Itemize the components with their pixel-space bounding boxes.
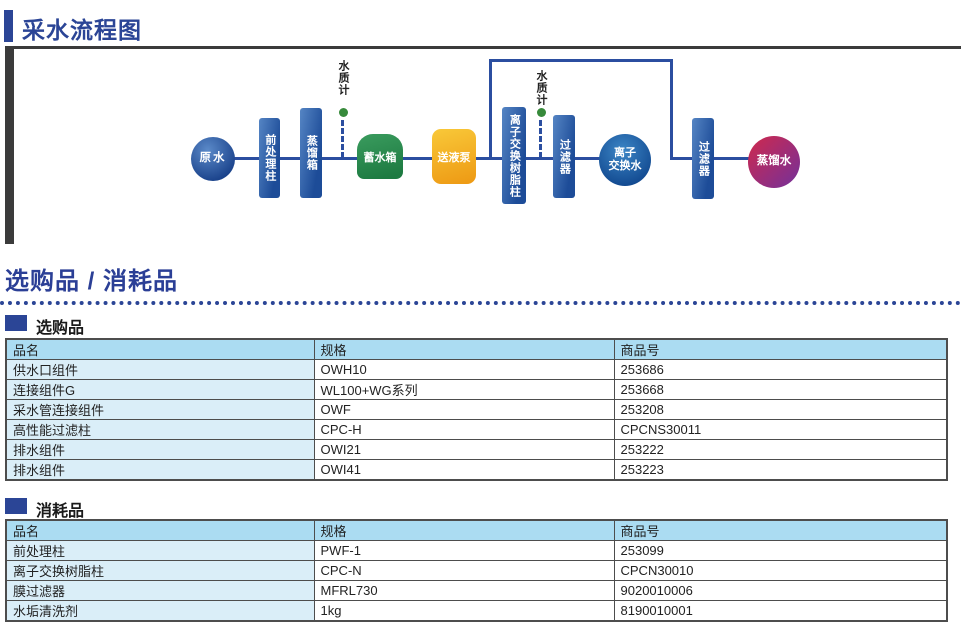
col-header-name: 品名 [5,519,315,541]
table-row: 连接组件G WL100+WG系列 253668 [5,379,948,400]
water-quality-meter-dot-2 [537,108,546,117]
dotted-divider [0,301,961,305]
cell-name: 水垢清洗剂 [5,600,315,622]
node-ion-exchange-resin-column: 离子交换树脂柱 [502,107,526,204]
col-header-name: 品名 [5,338,315,360]
water-quality-meter-dot-1 [339,108,348,117]
water-quality-meter-label-1: 水质计 [337,60,349,96]
cell-product-no: 253222 [613,439,948,460]
cell-spec: OWH10 [313,359,615,380]
cell-name: 前处理柱 [5,540,315,561]
page-title: 采水流程图 [22,17,142,43]
cell-name: 排水组件 [5,459,315,481]
cell-product-no: 253668 [613,379,948,400]
node-label: 送液泵 [437,151,471,164]
node-storage-tank: 蓄水箱 [357,134,403,179]
node-label: 蒸馏水 [756,155,792,168]
cell-product-no: CPCN30010 [613,560,948,581]
node-label: 原水 [199,152,227,165]
col-header-product-no: 商品号 [613,519,948,541]
cell-name: 膜过滤器 [5,580,315,601]
node-raw-water: 原水 [191,137,235,181]
node-label-line2: 交换水 [608,160,642,172]
node-label-line1: 离子 [614,146,636,159]
cell-spec: PWF-1 [313,540,615,561]
cell-spec: CPC-H [313,419,615,440]
left-margin-bar [5,46,14,244]
node-ion-exchange-water: 离子 交换水 [599,134,651,186]
table-row: 膜过滤器 MFRL730 9020010006 [5,580,948,601]
node-label: 离子交换树脂柱 [508,113,521,198]
col-header-spec: 规格 [313,519,615,541]
table-header-row: 品名 规格 商品号 [5,338,948,360]
node-label: 过滤器 [697,140,710,177]
col-header-spec: 规格 [313,338,615,360]
node-label: 前处理柱 [263,134,276,182]
cell-product-no: 253208 [613,399,948,420]
cell-spec: WL100+WG系列 [313,379,615,400]
water-quality-meter-line-1 [341,120,344,158]
cell-name: 高性能过滤柱 [5,419,315,440]
node-pretreatment-column: 前处理柱 [259,118,280,198]
table-row: 前处理柱 PWF-1 253099 [5,540,948,561]
node-filter-2: 过滤器 [692,118,714,199]
cell-name: 供水口组件 [5,359,315,380]
optional-parts-table: 品名 规格 商品号 供水口组件 OWH10 253686 连接组件G WL100… [5,338,948,481]
cell-product-no: 253099 [613,540,948,561]
cell-name: 连接组件G [5,379,315,400]
header-rule [5,46,961,49]
cell-spec: OWI41 [313,459,615,481]
cell-product-no: CPCNS30011 [613,419,948,440]
consumable-parts-table: 品名 规格 商品号 前处理柱 PWF-1 253099 离子交换树脂柱 CPC-… [5,519,948,622]
cell-spec: MFRL730 [313,580,615,601]
water-quality-meter-label-2: 水质计 [535,70,547,106]
table-row: 水垢清洗剂 1kg 8190010001 [5,600,948,622]
node-label: 离子 交换水 [609,147,642,173]
table-header-row: 品名 规格 商品号 [5,519,948,541]
table-row: 采水管连接组件 OWF 253208 [5,399,948,420]
cell-spec: OWF [313,399,615,420]
node-distillation-tank: 蒸馏箱 [300,108,322,198]
col-header-product-no: 商品号 [613,338,948,360]
cell-product-no: 253223 [613,459,948,481]
table-row: 排水组件 OWI21 253222 [5,439,948,460]
node-distilled-water: 蒸馏水 [748,136,800,188]
table-row: 排水组件 OWI41 253223 [5,459,948,481]
node-label: 蒸馏箱 [305,135,318,171]
bypass-loop-line [489,59,673,160]
node-feed-pump: 送液泵 [432,129,476,184]
cell-product-no: 253686 [613,359,948,380]
cell-spec: OWI21 [313,439,615,460]
cell-name: 排水组件 [5,439,315,460]
section-title: 选购品 / 消耗品 [5,268,179,295]
main-flow-line [213,157,627,160]
cell-name: 离子交换树脂柱 [5,560,315,581]
consumable-section-title: 消耗品 [36,503,85,520]
title-accent-bar [4,10,13,42]
cell-name: 采水管连接组件 [5,399,315,420]
cell-spec: CPC-N [313,560,615,581]
optional-section-title: 选购品 [36,320,85,337]
cell-product-no: 9020010006 [613,580,948,601]
table-row: 高性能过滤柱 CPC-H CPCNS30011 [5,419,948,440]
table-row: 离子交换树脂柱 CPC-N CPCN30010 [5,560,948,581]
cell-spec: 1kg [313,600,615,622]
cell-product-no: 8190010001 [613,600,948,622]
optional-section-marker [5,315,27,331]
node-label: 蓄水箱 [363,151,397,164]
node-filter-1: 过滤器 [553,115,575,198]
node-label: 过滤器 [558,138,571,175]
consumable-section-marker [5,498,27,514]
water-quality-meter-line-2 [539,120,542,158]
table-row: 供水口组件 OWH10 253686 [5,359,948,380]
